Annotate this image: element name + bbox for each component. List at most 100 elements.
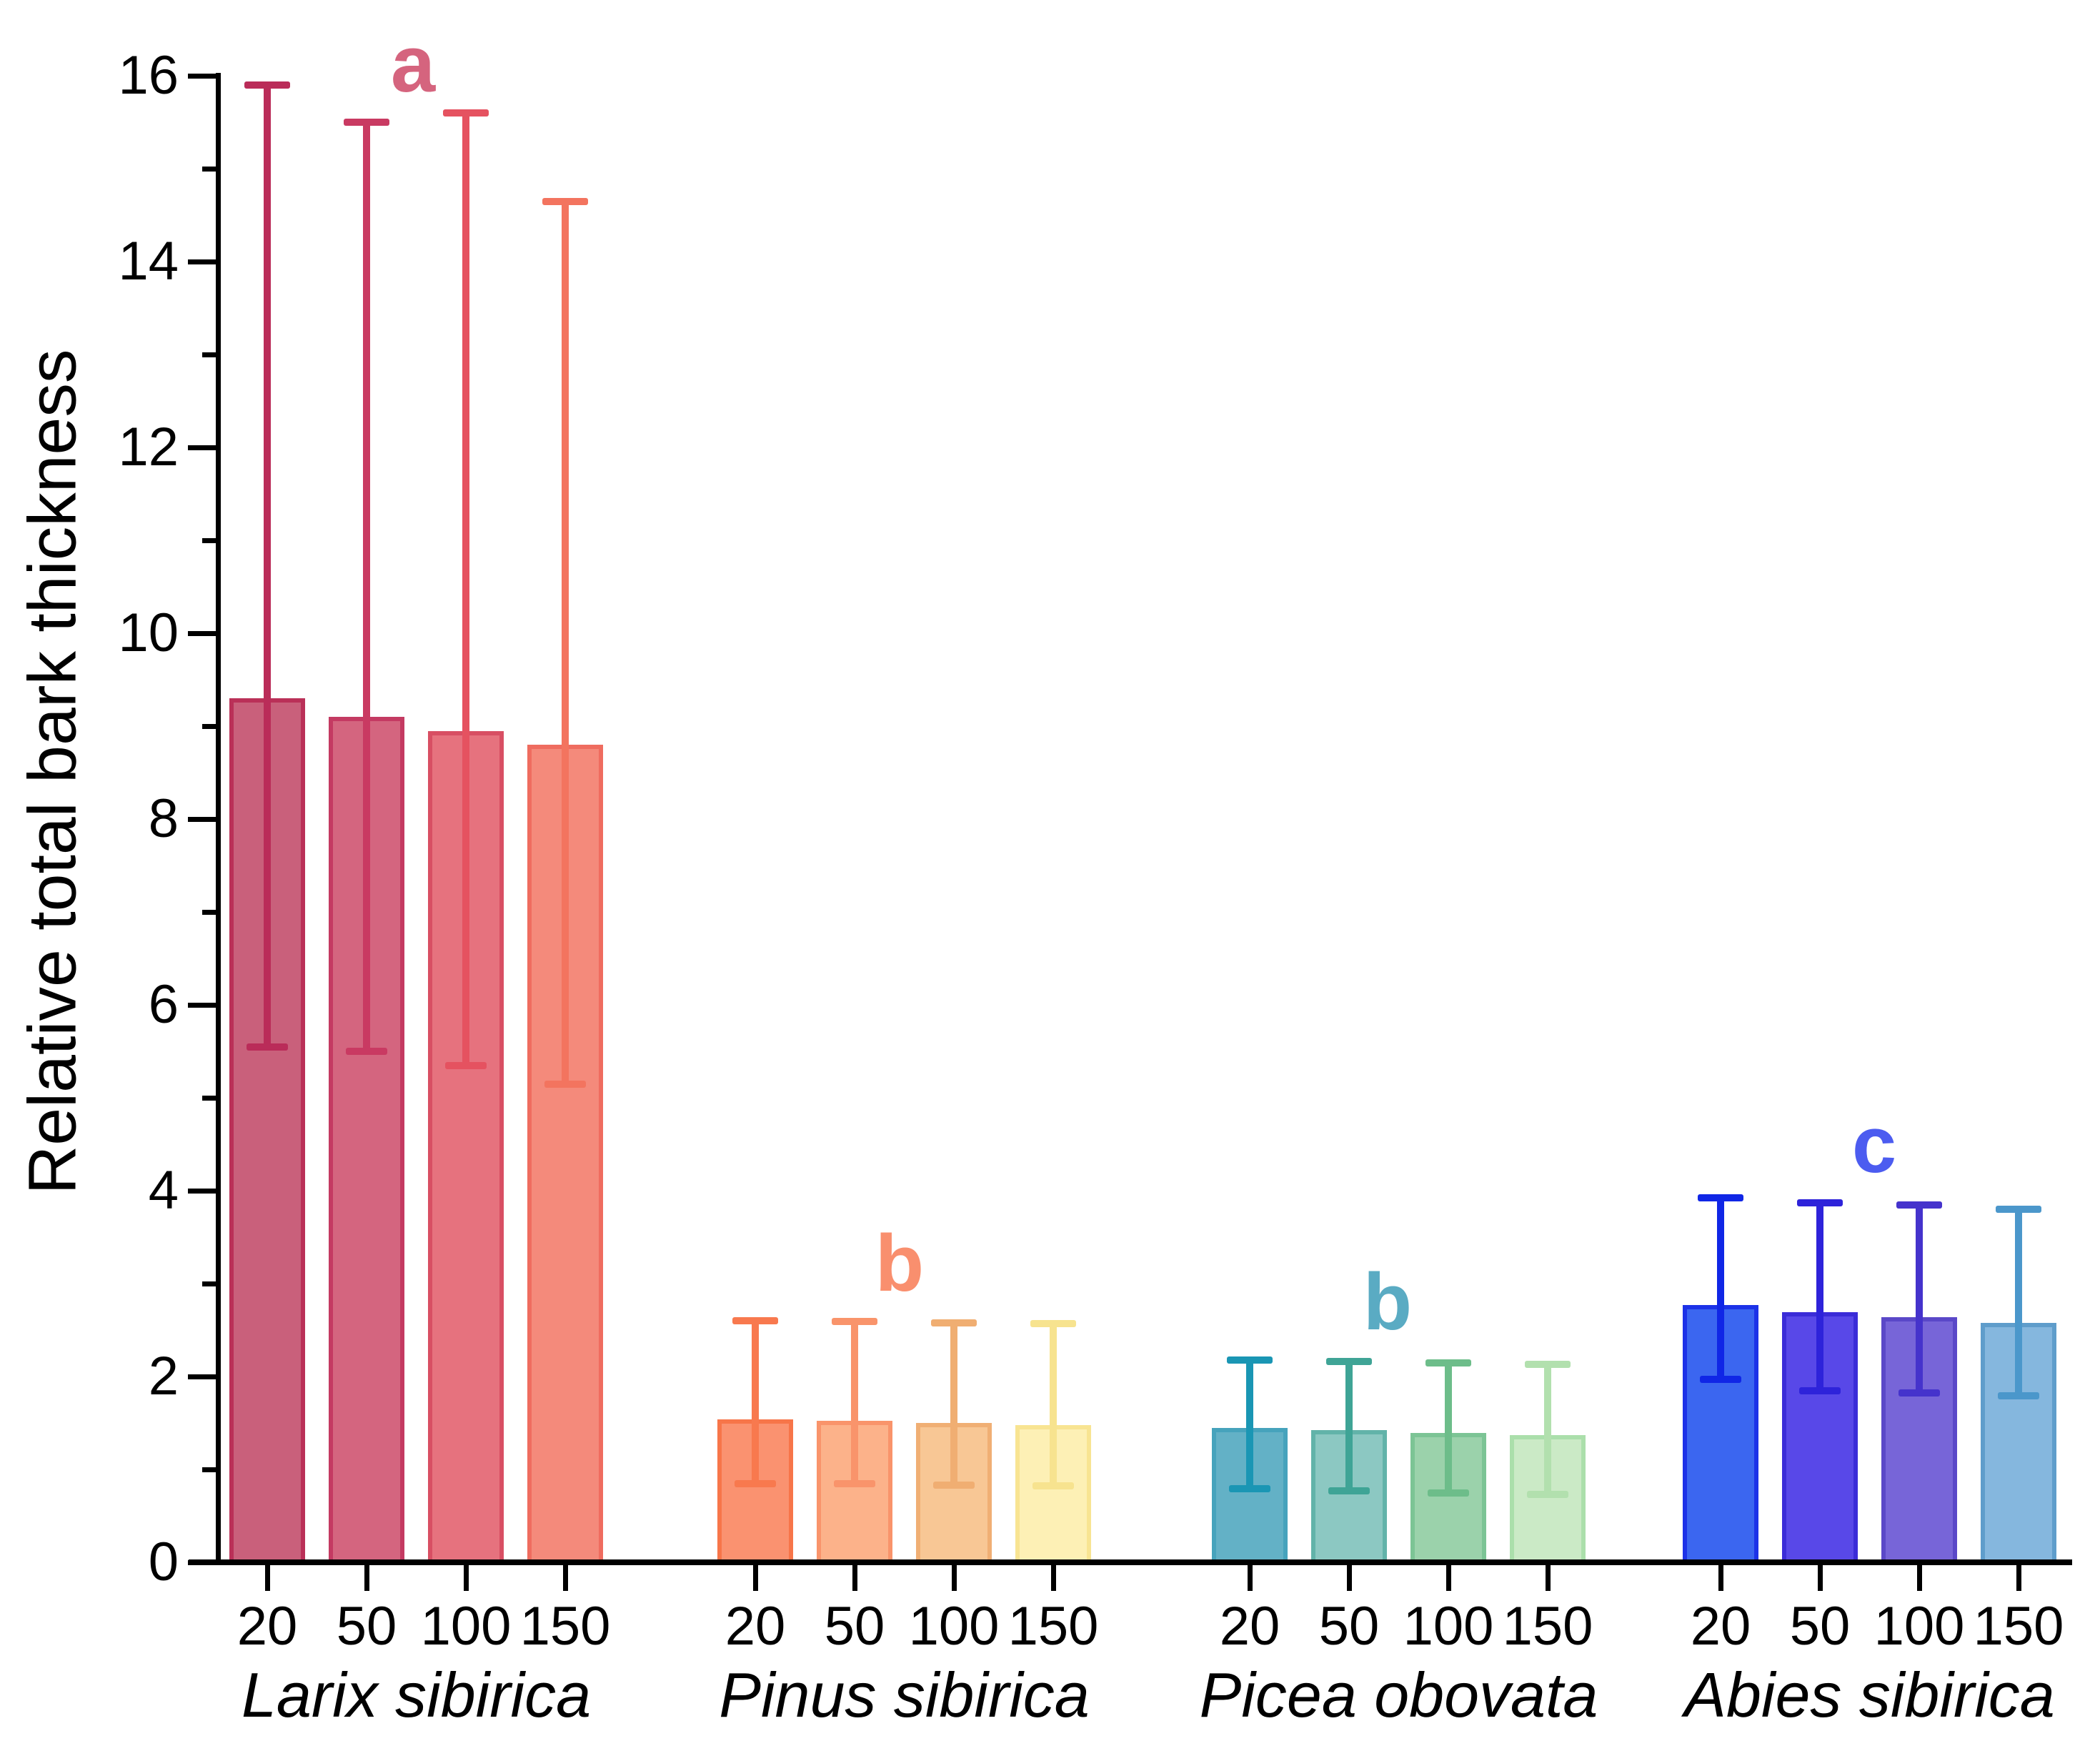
y-tick-label: 14 — [118, 231, 179, 292]
bar-abies-age20 — [1683, 1304, 1758, 1562]
y-tick-label: 8 — [148, 788, 179, 849]
x-tick-label-age: 150 — [519, 1596, 611, 1657]
x-tick-label-age: 50 — [1789, 1596, 1851, 1657]
error-bar-cap-top — [1698, 1194, 1743, 1202]
error-bar-cap-bottom — [735, 1479, 776, 1487]
x-tick-label-age: 100 — [1403, 1596, 1494, 1657]
error-bar-cap-bottom — [1899, 1389, 1940, 1397]
x-axis-line — [189, 1559, 2072, 1565]
error-bar-line — [264, 85, 271, 1047]
error-bar-cap-top — [1996, 1206, 2041, 1213]
y-axis-line — [216, 73, 221, 1565]
bar-picea-age50 — [1311, 1430, 1387, 1562]
x-tick-label-age: 50 — [824, 1596, 885, 1657]
error-bar-line — [462, 113, 469, 1066]
y-minor-tick — [202, 724, 217, 729]
x-tick — [265, 1565, 270, 1591]
x-tick-label-age: 50 — [1318, 1596, 1380, 1657]
error-bar-cap-top — [1425, 1359, 1471, 1366]
significance-letter-a: a — [390, 19, 436, 109]
y-axis-title: Relative total bark thickness — [14, 349, 91, 1195]
x-tick — [1248, 1565, 1253, 1591]
x-tick-label-age: 20 — [1690, 1596, 1751, 1657]
y-minor-tick — [202, 538, 217, 543]
error-bar-cap-top — [1030, 1319, 1076, 1327]
error-bar-cap-bottom — [544, 1080, 586, 1088]
x-tick — [563, 1565, 568, 1591]
error-bar-cap-bottom — [1799, 1387, 1841, 1394]
x-tick — [1347, 1565, 1352, 1591]
y-tick-label: 6 — [148, 974, 179, 1035]
y-major-tick — [188, 74, 217, 79]
x-tick — [753, 1565, 758, 1591]
error-bar-line — [1050, 1323, 1057, 1487]
x-tick-label-age: 150 — [1973, 1596, 2064, 1657]
y-major-tick — [188, 817, 217, 822]
y-tick-label: 2 — [148, 1346, 179, 1407]
y-major-tick — [188, 259, 217, 264]
y-major-tick — [188, 1003, 217, 1008]
y-major-tick — [188, 1189, 217, 1194]
y-minor-tick — [202, 167, 217, 172]
error-bar-cap-top — [732, 1317, 778, 1324]
species-label-abies: Abies sibirica — [1684, 1660, 2055, 1730]
error-bar-cap-top — [443, 109, 489, 116]
x-tick-label-age: 100 — [1873, 1596, 1965, 1657]
x-tick-label-age: 20 — [237, 1596, 298, 1657]
error-bar-cap-top — [1326, 1358, 1372, 1366]
error-bar-cap-bottom — [1700, 1375, 1741, 1383]
x-tick — [1446, 1565, 1451, 1591]
error-bar-cap-bottom — [346, 1048, 387, 1055]
species-label-pinus: Pinus sibirica — [719, 1660, 1090, 1730]
y-tick-label: 10 — [118, 602, 179, 663]
error-bar-line — [1345, 1361, 1353, 1491]
error-bar-line — [1717, 1198, 1724, 1379]
error-bar-line — [1445, 1362, 1452, 1493]
error-bar-cap-top — [1896, 1201, 1942, 1209]
x-tick — [1718, 1565, 1723, 1591]
error-bar-cap-bottom — [1229, 1485, 1270, 1493]
y-tick-label: 4 — [148, 1160, 179, 1221]
species-label-larix: Larix sibirica — [241, 1660, 592, 1730]
y-minor-tick — [202, 1096, 217, 1101]
error-bar-line — [752, 1321, 759, 1484]
error-bar-cap-top — [244, 81, 290, 89]
y-tick-label: 16 — [118, 45, 179, 106]
x-tick — [1818, 1565, 1823, 1591]
x-tick — [852, 1565, 857, 1591]
x-tick-label-age: 20 — [1219, 1596, 1280, 1657]
significance-letter-b: b — [1363, 1257, 1413, 1346]
x-tick — [952, 1565, 957, 1591]
error-bar-cap-bottom — [1998, 1392, 2039, 1400]
x-tick-label-age: 100 — [908, 1596, 1000, 1657]
error-bar-line — [950, 1322, 957, 1486]
error-bar-cap-bottom — [1527, 1491, 1568, 1499]
error-bar-line — [1916, 1204, 1923, 1394]
x-tick — [464, 1565, 469, 1591]
x-tick — [1917, 1565, 1922, 1591]
error-bar-line — [562, 201, 569, 1084]
y-major-tick — [188, 631, 217, 636]
y-tick-label: 0 — [148, 1532, 179, 1592]
error-bar-cap-bottom — [1328, 1487, 1370, 1494]
error-bar-cap-bottom — [834, 1479, 875, 1487]
significance-letter-b: b — [875, 1219, 925, 1308]
x-tick-label-age: 20 — [725, 1596, 786, 1657]
x-tick-label-age: 100 — [420, 1596, 512, 1657]
error-bar-line — [363, 122, 370, 1051]
x-tick — [2016, 1565, 2021, 1591]
error-bar-cap-top — [344, 119, 389, 126]
error-bar-cap-bottom — [933, 1482, 975, 1489]
error-bar-cap-top — [1227, 1356, 1273, 1364]
significance-letter-c: c — [1851, 1100, 1897, 1189]
error-bar-line — [1544, 1364, 1551, 1495]
x-tick-label-age: 150 — [1502, 1596, 1593, 1657]
x-tick-label-age: 150 — [1007, 1596, 1099, 1657]
error-bar-cap-top — [542, 197, 588, 205]
x-tick — [1546, 1565, 1551, 1591]
y-major-tick — [188, 1374, 217, 1379]
error-bar-cap-bottom — [1032, 1482, 1074, 1490]
y-minor-tick — [202, 910, 217, 915]
error-bar-cap-bottom — [445, 1061, 487, 1069]
species-label-picea: Picea obovata — [1199, 1660, 1598, 1730]
